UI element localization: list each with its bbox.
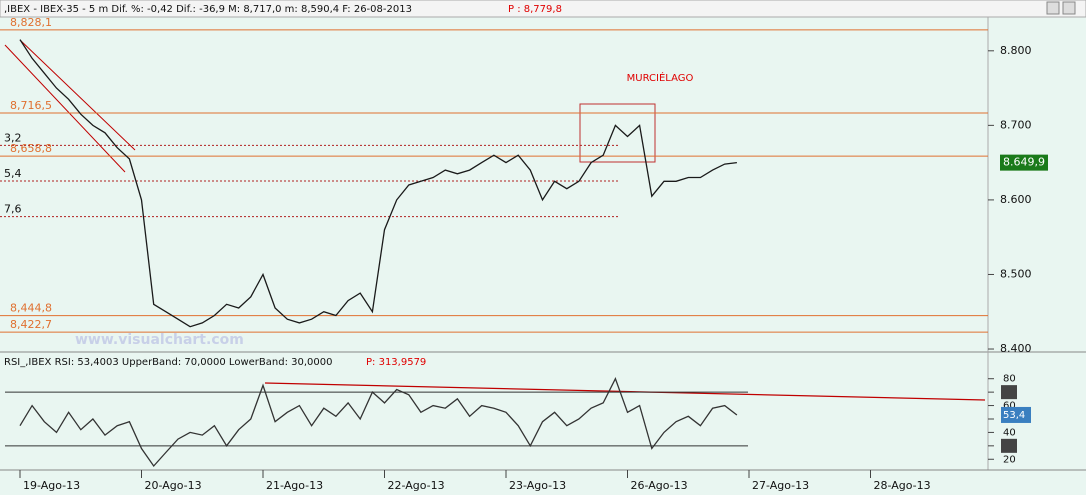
- y-tick-label: 8.800: [1000, 44, 1032, 57]
- support-label: 3,2: [4, 131, 22, 144]
- rsi-title: RSI_,IBEX RSI: 53,4003 UpperBand: 70,000…: [4, 357, 332, 368]
- minimize-button[interactable]: [1046, 1, 1060, 15]
- last-value-label: 53,4: [1003, 410, 1025, 421]
- level-label: 8,828,1: [10, 16, 52, 29]
- x-tick-label: 20-Ago-13: [145, 479, 202, 492]
- band-marker: [1001, 438, 1017, 453]
- price-line: [19, 39, 737, 328]
- x-tick-label: 23-Ago-13: [509, 479, 566, 492]
- channel-line: [19, 39, 136, 151]
- x-tick-label: 27-Ago-13: [752, 479, 809, 492]
- y-tick-label: 8.600: [1000, 193, 1032, 206]
- y-tick-label: 8.500: [1000, 267, 1032, 280]
- x-tick-label: 28-Ago-13: [874, 479, 931, 492]
- channel-line: [4, 44, 126, 173]
- header-bar: [0, 0, 1086, 18]
- annotation: MURCIÉLAGO: [627, 71, 694, 84]
- support-label: 5,4: [4, 167, 22, 180]
- support-label: 7,6: [4, 203, 22, 216]
- price-line: [19, 377, 738, 468]
- x-tick-label: 22-Ago-13: [388, 479, 445, 492]
- x-tick-label: 26-Ago-13: [631, 479, 688, 492]
- watermark: www.visualchart.com: [75, 332, 244, 348]
- last-value-label: 8.649,9: [1003, 156, 1045, 169]
- close-button[interactable]: [1062, 1, 1076, 15]
- annotation-box: [579, 103, 656, 163]
- level-label: 8,444,8: [10, 302, 52, 315]
- header-text: ,IBEX - IBEX-35 - 5 m Dif. %: -0,42 Dif.…: [4, 4, 412, 15]
- x-tick-label: 19-Ago-13: [23, 479, 80, 492]
- rsi-p: P: 313,9579: [366, 357, 426, 368]
- level-label: 8,422,7: [10, 318, 52, 331]
- y-tick-label: 8.400: [1000, 342, 1032, 355]
- header-p: P : 8,779,8: [508, 4, 562, 15]
- last-value-box: [1000, 154, 1048, 171]
- level-label: 8,716,5: [10, 99, 52, 112]
- y-tick-label: 60: [1003, 401, 1016, 412]
- last-value-box: [1001, 406, 1031, 423]
- y-tick-label: 40: [1003, 427, 1016, 438]
- trend-line: [264, 382, 986, 401]
- x-tick-label: 21-Ago-13: [266, 479, 323, 492]
- y-tick-label: 20: [1003, 454, 1016, 465]
- band-marker: [1001, 385, 1017, 400]
- y-tick-label: 8.700: [1000, 118, 1032, 131]
- y-tick-label: 80: [1003, 374, 1016, 385]
